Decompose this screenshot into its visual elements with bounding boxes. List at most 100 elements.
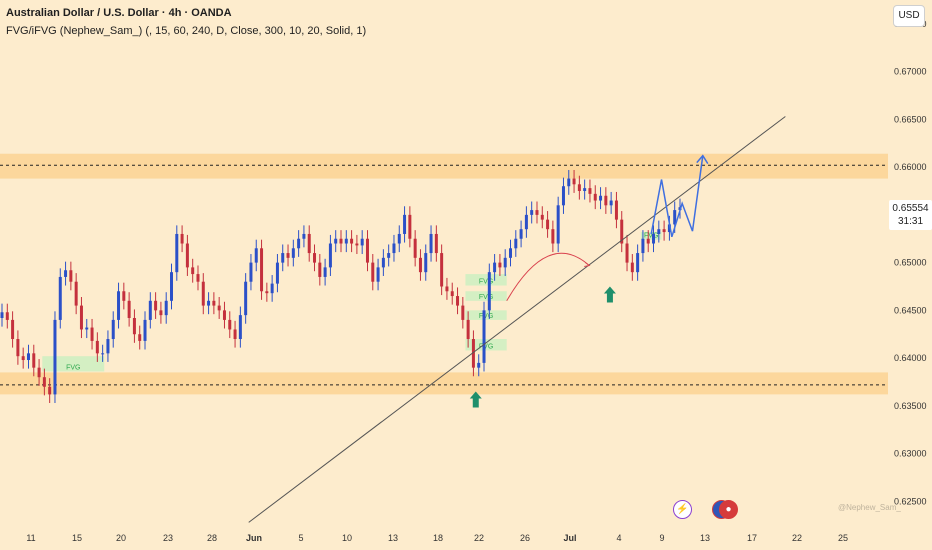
candle-body: [212, 300, 216, 306]
indicator-legend[interactable]: FVG/iFVG (Nephew_Sam_) (, 15, 60, 240, D…: [6, 25, 367, 37]
candle-body: [620, 219, 624, 244]
candle-body: [291, 248, 295, 258]
y-axis-tick: 0.66000: [894, 162, 927, 172]
x-axis-label: 13: [700, 533, 710, 543]
candle-body: [614, 200, 618, 220]
candle-body: [662, 229, 666, 233]
fvg-box: [465, 291, 507, 301]
candle-body: [328, 243, 332, 268]
candle-body: [16, 339, 20, 357]
candle-body: [313, 253, 317, 263]
candle-body: [498, 262, 502, 268]
candle-body: [434, 233, 438, 254]
up-arrow-marker: [469, 391, 482, 408]
supply-demand-zone: [0, 153, 888, 179]
supply-demand-zone: [0, 372, 888, 395]
candle-body: [154, 300, 158, 311]
candle-body: [413, 238, 417, 258]
x-axis-label: 4: [616, 533, 621, 543]
lightning-event-icon[interactable]: ⚡: [673, 500, 692, 519]
candle-body: [588, 188, 592, 194]
candle-body: [275, 262, 279, 284]
projection-arrow-head: [696, 154, 709, 165]
candle-body: [567, 178, 571, 187]
candle-body: [646, 238, 650, 244]
candle-body: [604, 195, 608, 206]
candle-body: [657, 229, 661, 234]
candle-body: [0, 312, 4, 318]
candle-body: [281, 253, 285, 263]
economic-event-icon[interactable]: ●: [719, 500, 738, 519]
y-axis-tick: 0.63000: [894, 449, 927, 459]
candle-body: [609, 200, 613, 206]
fvg-label: FVG: [479, 294, 493, 301]
fvg-label: FVG: [66, 364, 80, 371]
candle-body: [450, 291, 454, 297]
candle-body: [318, 262, 322, 277]
fvg-box: [465, 274, 507, 286]
currency-button[interactable]: USD: [893, 5, 925, 27]
candle-body: [228, 319, 232, 330]
fvg-label: FVG: [644, 233, 658, 240]
candle-body: [593, 193, 597, 201]
candle-body: [461, 305, 465, 320]
candle-body: [530, 210, 534, 215]
candle-body: [466, 319, 470, 340]
candle-body: [524, 214, 528, 230]
fvg-box: [465, 310, 507, 320]
candle-body: [673, 210, 677, 225]
x-axis-label: 13: [388, 533, 398, 543]
candle-body: [148, 300, 152, 320]
candle-body: [170, 272, 173, 301]
candle-body: [207, 300, 211, 306]
candle-body: [641, 238, 645, 254]
candle-body: [630, 262, 634, 273]
y-axis-tick: 0.67000: [894, 67, 927, 77]
y-axis-tick: 0.63500: [894, 401, 927, 411]
x-axis-label: Jul: [563, 533, 576, 543]
candle-body: [191, 267, 195, 275]
candle-body: [503, 257, 507, 268]
fvg-box: [465, 339, 507, 351]
candle-body: [519, 229, 523, 239]
candle-body: [387, 253, 391, 258]
fvg-label: FVG: [479, 279, 493, 286]
curved-arrow-head: [584, 262, 591, 267]
candle-body: [397, 233, 401, 244]
candle-body: [403, 214, 407, 234]
candle-body: [577, 184, 581, 191]
candle-body: [636, 253, 640, 273]
candle-body: [79, 305, 83, 330]
candle-body: [652, 233, 656, 244]
candle-body: [196, 274, 200, 282]
candle-body: [286, 253, 290, 258]
candle-body: [408, 214, 412, 239]
candle-body: [355, 243, 359, 246]
candle-body: [561, 186, 565, 206]
candle-body: [58, 276, 62, 320]
candle-body: [583, 188, 587, 191]
candle-body: [302, 233, 306, 239]
candle-body: [127, 300, 131, 318]
candle-body: [514, 238, 518, 249]
candle-body: [238, 315, 242, 340]
x-axis-label: 17: [747, 533, 757, 543]
candle-body: [445, 286, 449, 292]
symbol-title: Australian Dollar / U.S. Dollar · 4h · O…: [6, 7, 232, 19]
candle-body: [5, 312, 9, 320]
candle-body: [477, 362, 481, 368]
author-watermark: @Nephew_Sam_: [838, 503, 901, 512]
candle-body: [201, 281, 205, 306]
x-axis-label: 22: [474, 533, 484, 543]
candle-body: [509, 248, 512, 258]
y-axis-tick: 0.64000: [894, 353, 927, 363]
candle-body: [440, 253, 444, 287]
x-axis-label: 18: [433, 533, 443, 543]
candle-body: [244, 281, 248, 316]
candle-body: [371, 262, 375, 282]
candle-body: [53, 319, 57, 395]
trendline: [248, 116, 786, 523]
candle-body: [546, 219, 550, 230]
